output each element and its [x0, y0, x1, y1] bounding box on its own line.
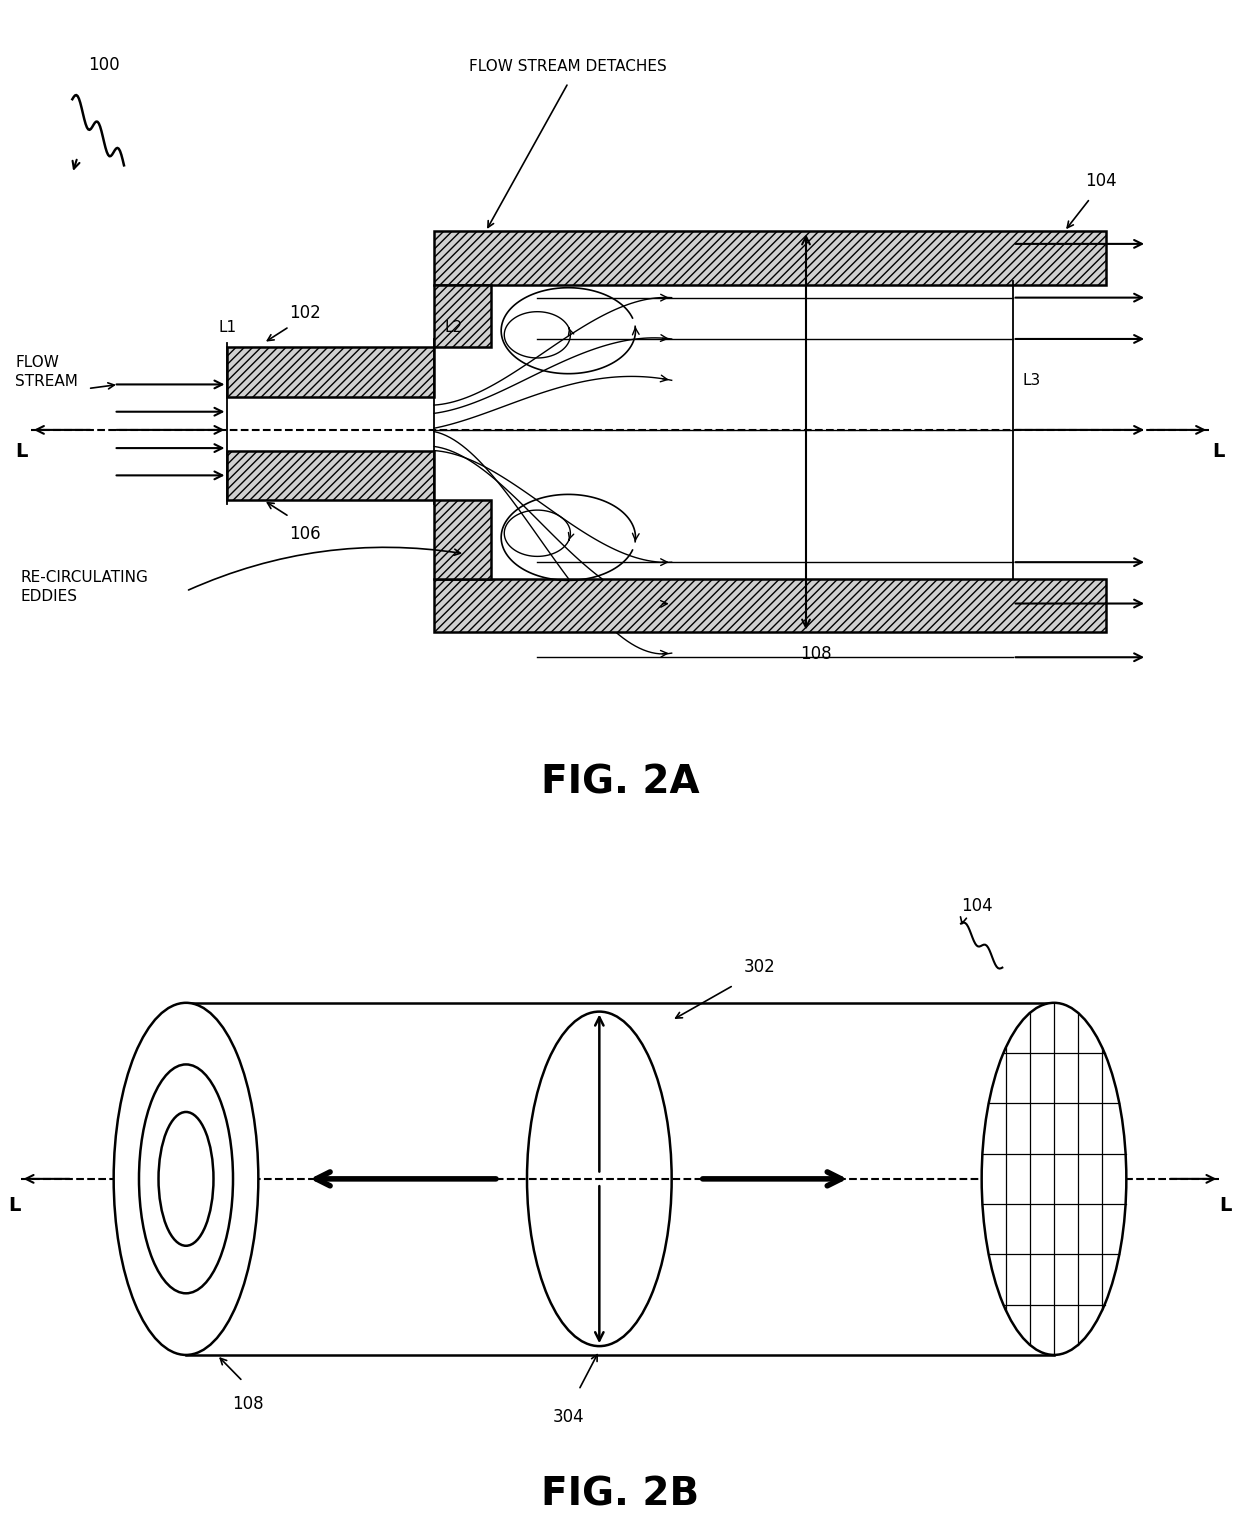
Bar [434, 285, 491, 348]
Text: L: L [1213, 442, 1225, 461]
Text: 108: 108 [232, 1395, 264, 1413]
Text: 106: 106 [289, 525, 321, 544]
Text: L3: L3 [1023, 374, 1042, 387]
Bar [434, 501, 491, 579]
Text: RE-CIRCULATING
EDDIES: RE-CIRCULATING EDDIES [21, 571, 149, 605]
Bar [434, 231, 1106, 285]
Bar [227, 348, 434, 397]
Ellipse shape [982, 1003, 1126, 1355]
Text: L2: L2 [444, 320, 463, 335]
Text: 100: 100 [88, 57, 119, 75]
Text: L: L [9, 1197, 21, 1216]
Text: 108: 108 [801, 645, 832, 663]
Text: FIG. 2B: FIG. 2B [541, 1476, 699, 1513]
Ellipse shape [114, 1003, 258, 1355]
Text: 304: 304 [553, 1409, 584, 1425]
Text: 302: 302 [744, 958, 776, 977]
Text: 104: 104 [961, 897, 993, 916]
Text: 104: 104 [1085, 171, 1117, 190]
Text: L: L [15, 442, 27, 461]
Text: FIG. 2A: FIG. 2A [541, 764, 699, 802]
Text: FLOW
STREAM: FLOW STREAM [15, 355, 78, 389]
Text: L1: L1 [218, 320, 237, 335]
Bar [227, 450, 434, 501]
Text: 102: 102 [289, 305, 321, 323]
Text: FLOW STREAM DETACHES: FLOW STREAM DETACHES [470, 60, 667, 75]
Text: L: L [1219, 1197, 1231, 1216]
Bar [434, 579, 1106, 632]
